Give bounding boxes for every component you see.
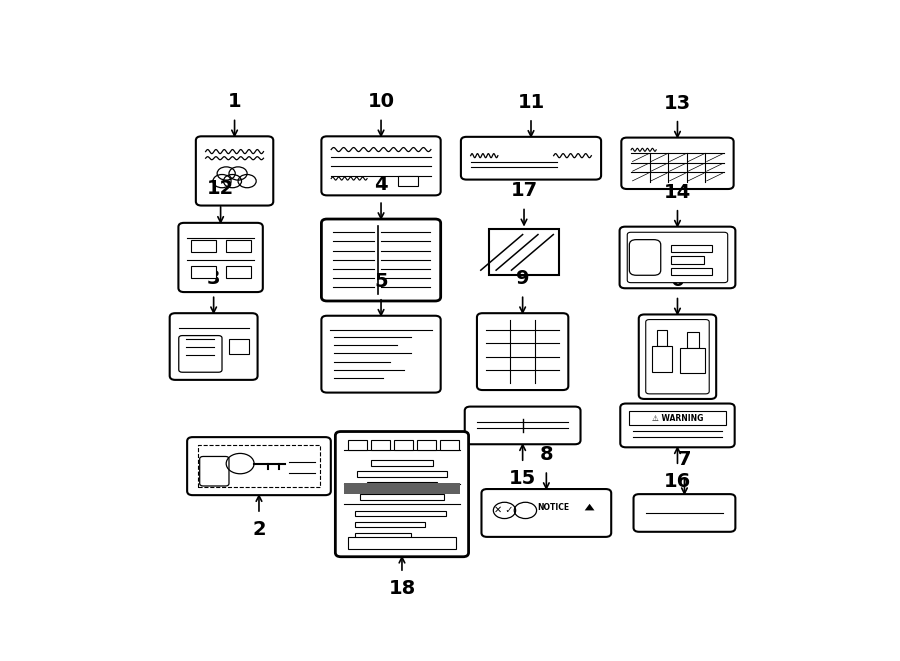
FancyBboxPatch shape [629,240,661,275]
Bar [629,411,725,426]
FancyBboxPatch shape [482,489,611,537]
Bar [191,240,216,253]
Text: 18: 18 [388,579,416,598]
FancyBboxPatch shape [645,319,709,394]
Bar [356,471,447,477]
Bar [657,330,667,346]
Bar [355,533,410,539]
Bar [348,440,366,450]
FancyBboxPatch shape [621,137,734,189]
FancyBboxPatch shape [187,437,331,495]
Bar [355,511,446,516]
Text: 3: 3 [207,269,220,288]
Text: 7: 7 [678,450,691,469]
FancyBboxPatch shape [627,232,728,283]
Bar [440,440,459,450]
Text: 5: 5 [374,272,388,291]
Bar [360,494,444,500]
Bar [348,537,456,549]
FancyBboxPatch shape [336,432,469,557]
Bar [489,229,559,275]
Bar [198,446,320,487]
Bar [652,346,672,372]
Text: 11: 11 [518,93,544,112]
FancyBboxPatch shape [477,313,568,390]
Text: 16: 16 [664,472,691,491]
FancyBboxPatch shape [321,136,441,196]
Bar [394,440,413,450]
FancyBboxPatch shape [196,136,274,206]
Bar [229,339,248,354]
FancyBboxPatch shape [619,227,735,288]
Bar [371,440,390,450]
Text: 13: 13 [664,94,691,112]
FancyBboxPatch shape [321,219,441,301]
Bar [191,266,216,278]
FancyBboxPatch shape [639,315,716,399]
Bar [226,266,251,278]
Bar [367,483,436,488]
Bar [670,256,704,264]
Text: 14: 14 [664,182,691,202]
Bar [371,460,434,466]
Bar [680,348,706,373]
Text: 9: 9 [516,269,529,288]
Text: 4: 4 [374,175,388,194]
Text: 15: 15 [509,469,536,488]
FancyBboxPatch shape [170,313,257,380]
FancyBboxPatch shape [179,336,222,372]
Bar [355,522,425,527]
FancyBboxPatch shape [461,137,601,180]
Text: ✕ ✓: ✕ ✓ [494,506,513,516]
Bar [345,483,460,494]
Text: 8: 8 [539,445,554,464]
Text: 17: 17 [510,182,537,200]
FancyBboxPatch shape [178,223,263,292]
FancyBboxPatch shape [321,316,441,393]
Bar [670,245,713,253]
Text: ⚠ WARNING: ⚠ WARNING [652,414,703,423]
Text: 6: 6 [670,270,684,290]
Text: 2: 2 [252,520,266,539]
Bar [687,332,699,348]
Polygon shape [585,504,595,510]
Bar [399,176,418,186]
FancyBboxPatch shape [620,403,734,447]
FancyBboxPatch shape [464,407,580,444]
Text: 1: 1 [228,93,241,112]
FancyBboxPatch shape [634,494,735,532]
Bar [226,240,251,253]
Bar [670,268,713,275]
Text: NOTICE: NOTICE [537,504,570,512]
Text: 12: 12 [207,179,234,198]
FancyBboxPatch shape [200,457,229,486]
Text: 10: 10 [367,93,394,112]
Bar [417,440,436,450]
